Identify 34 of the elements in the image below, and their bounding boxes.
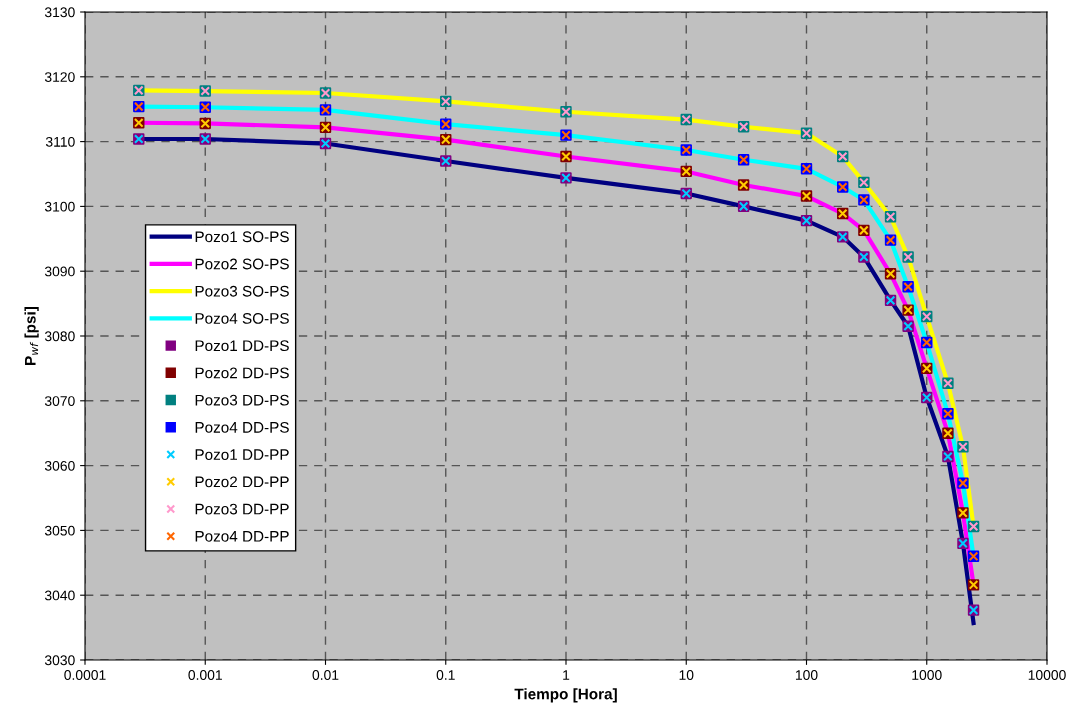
x-tick-label: 0.1 bbox=[436, 670, 455, 680]
x-tick-label: 0.001 bbox=[188, 670, 222, 680]
legend-label: Pozo1 DD-PS bbox=[195, 340, 289, 352]
legend-label: Pozo4 DD-PP bbox=[195, 531, 289, 542]
legend-label: Pozo1 DD-PP bbox=[195, 449, 289, 461]
y-tick-label: 3110 bbox=[45, 136, 75, 147]
y-tick-label: 3090 bbox=[44, 266, 75, 277]
legend-label: Pozo3 SO-PS bbox=[195, 285, 289, 297]
legend-label: Pozo2 SO-PS bbox=[195, 258, 289, 270]
legend-label: Pozo3 DD-PS bbox=[195, 394, 289, 406]
x-tick-label: 1000 bbox=[912, 670, 942, 680]
y-tick-label: 3070 bbox=[44, 396, 75, 406]
y-tick-label: 3050 bbox=[44, 525, 75, 536]
y-tick-label: 3060 bbox=[44, 460, 75, 471]
x-axis-title: Tiempo [Hora] bbox=[514, 688, 617, 703]
x-tick-label: 0.01 bbox=[312, 670, 339, 680]
legend-label: Pozo1 SO-PS bbox=[195, 231, 289, 243]
y-tick-label: 3030 bbox=[44, 655, 75, 666]
legend-label: Pozo4 SO-PS bbox=[195, 313, 289, 324]
y-tick-label: 3130 bbox=[44, 7, 75, 18]
y-tick-label: 3100 bbox=[44, 201, 75, 212]
x-tick-label: 100 bbox=[795, 670, 818, 680]
y-axis-title: P$_{wf}$ [psi] bbox=[24, 307, 39, 365]
legend-label: Pozo3 DD-PP bbox=[195, 503, 289, 515]
y-tick-label: 3040 bbox=[44, 590, 75, 601]
legend-label: Pozo4 DD-PS bbox=[195, 421, 289, 433]
x-tick-label: 10000 bbox=[1028, 670, 1066, 680]
x-tick-label: 10 bbox=[679, 670, 694, 680]
x-tick-label: 0.0001 bbox=[64, 670, 106, 680]
legend-label: Pozo2 DD-PP bbox=[195, 476, 289, 488]
y-tick-label: 3080 bbox=[44, 331, 75, 342]
legend-label: Pozo2 DD-PS bbox=[195, 367, 289, 379]
y-tick-label: 3120 bbox=[44, 72, 75, 82]
x-tick-label: 1 bbox=[563, 670, 570, 680]
